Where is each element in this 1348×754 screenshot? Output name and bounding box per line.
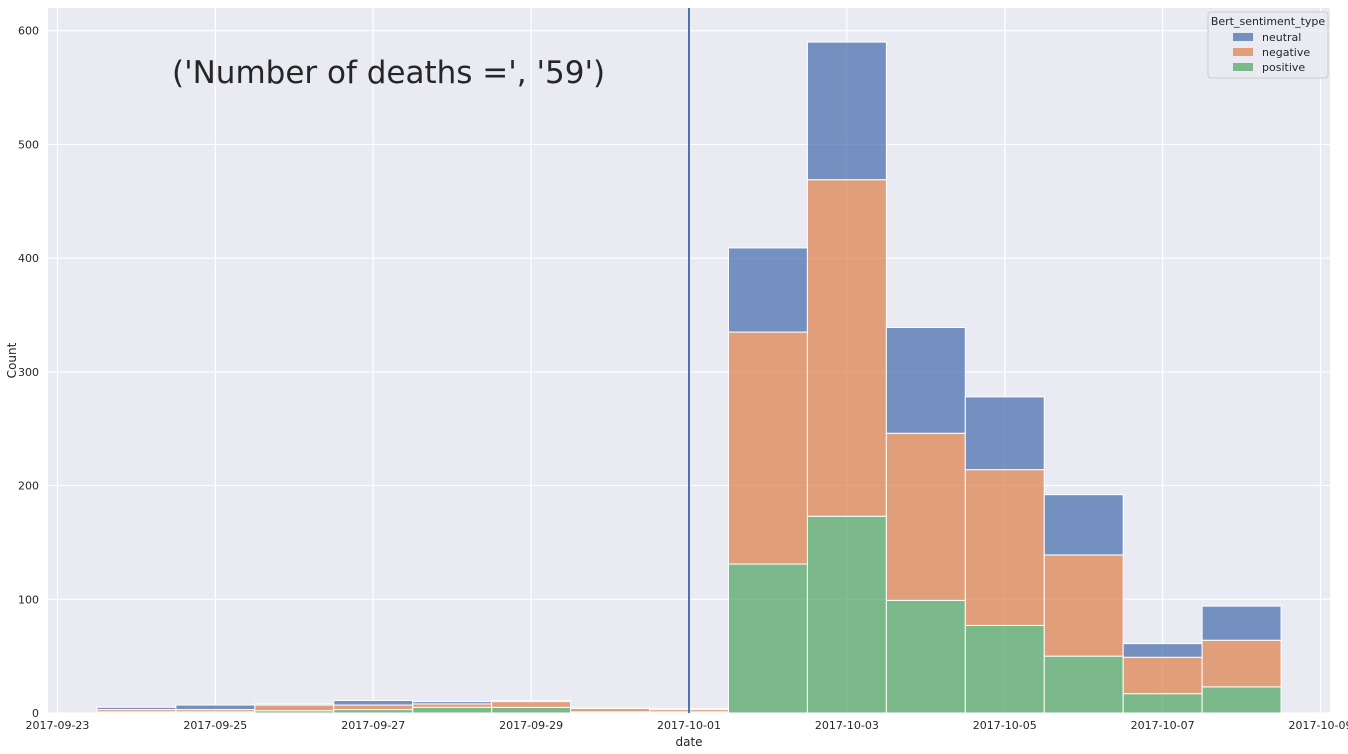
x-tick-label: 2017-10-09 (1289, 719, 1348, 732)
bar-neutral (570, 706, 651, 709)
bar-negative (1201, 639, 1282, 688)
bar-neutral (333, 699, 414, 706)
legend-swatch-negative (1233, 48, 1253, 56)
legend-swatch-neutral (1233, 33, 1253, 41)
bar-neutral (727, 247, 808, 333)
legend-title: Bert_sentiment_type (1211, 15, 1326, 28)
legend-label-neutral: neutral (1262, 31, 1301, 44)
y-axis-label: Count (5, 342, 19, 378)
x-tick-label: 2017-09-29 (499, 719, 563, 732)
bar-neutral (96, 706, 177, 711)
bars (96, 41, 1282, 714)
bar-positive (1201, 686, 1282, 714)
bar-positive (885, 599, 966, 714)
x-tick-label: 2017-09-25 (183, 719, 247, 732)
legend-label-negative: negative (1262, 46, 1310, 59)
bar-negative (333, 704, 414, 711)
y-tick-label: 0 (32, 707, 39, 720)
x-tick-label: 2017-10-05 (973, 719, 1037, 732)
x-tick-label: 2017-10-01 (657, 719, 721, 732)
bar-negative (885, 432, 966, 601)
x-tick-labels: 2017-09-23 2017-09-25 2017-09-27 2017-09-29… (26, 719, 1348, 732)
bar-neutral (412, 701, 493, 705)
bar-neutral (254, 703, 335, 706)
x-axis-label: date (675, 735, 702, 749)
legend-entries: neutral negative positive (1233, 31, 1310, 74)
bar-neutral (1122, 643, 1203, 658)
bar-neutral (964, 396, 1045, 471)
bar-neutral (806, 41, 887, 181)
bar-positive (964, 624, 1045, 714)
legend-box (1207, 11, 1329, 79)
bar-neutral (1043, 494, 1124, 556)
y-tick-label: 400 (18, 252, 39, 265)
bar-positive (412, 706, 493, 714)
bar-negative (964, 469, 1045, 626)
bar-negative (412, 703, 493, 708)
x-tick-label: 2017-10-07 (1131, 719, 1195, 732)
x-tick-label: 2017-10-03 (815, 719, 879, 732)
bar-negative (570, 707, 651, 713)
bar-positive (806, 515, 887, 714)
bar-negative (1043, 554, 1124, 657)
y-tick-label: 500 (18, 138, 39, 151)
bar-positive (491, 706, 572, 714)
bar-neutral (885, 327, 966, 434)
bar-neutral (175, 704, 256, 711)
bar-negative (491, 701, 572, 708)
y-tick-labels: 0 100 200 300 400 500 600 (18, 25, 39, 720)
bar-negative (727, 331, 808, 565)
bar-negative (1122, 656, 1203, 695)
bar-positive (1043, 655, 1124, 714)
legend-swatch-positive (1233, 63, 1253, 71)
bar-negative (254, 704, 335, 712)
y-tick-label: 100 (18, 593, 39, 606)
y-tick-label: 300 (18, 366, 39, 379)
legend: Bert_sentiment_type neutral negative posit… (1207, 11, 1329, 79)
y-tick-label: 200 (18, 480, 39, 493)
bar-neutral (491, 699, 572, 703)
bar-negative (806, 179, 887, 517)
bar-positive (727, 563, 808, 714)
legend-label-positive: positive (1262, 61, 1305, 74)
deaths-annotation: ('Number of deaths =', '59') (172, 55, 605, 91)
x-tick-label: 2017-09-23 (26, 719, 90, 732)
y-tick-label: 600 (18, 25, 39, 38)
bar-neutral (1201, 605, 1282, 641)
bar-positive (1122, 693, 1203, 714)
bar-positive (333, 709, 414, 714)
x-tick-label: 2017-09-27 (341, 719, 405, 732)
